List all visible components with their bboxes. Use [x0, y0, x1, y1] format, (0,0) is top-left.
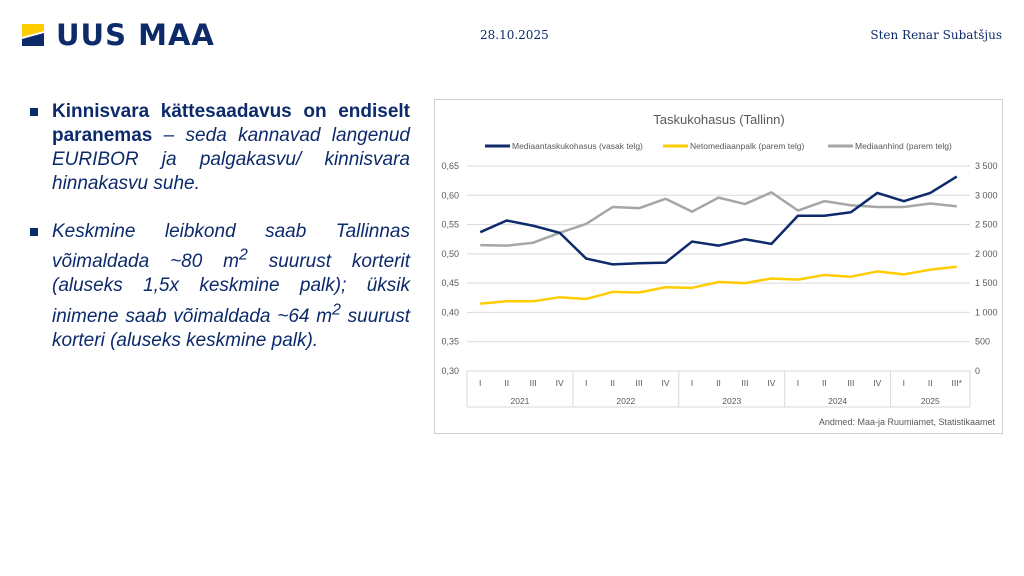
- x-axis-tick: III: [636, 378, 643, 388]
- bullet-text: suurust korterit (aluseks 1,5x keskmine …: [52, 251, 410, 327]
- chart-source: Andmed: Maa-ja Ruumiamet, Statistikaamet: [819, 417, 996, 427]
- bullet-text: Keskmine leibkond saab Tallinnas võimald…: [52, 221, 410, 273]
- x-axis-tick: III: [530, 378, 537, 388]
- bullet-item: Kinnisvara kättesaadavus on endiselt par…: [30, 100, 410, 196]
- series-line: [479, 175, 958, 266]
- superscript: 2: [332, 301, 341, 319]
- bullet-bold-text: Kinnisvara kättesaadavus on endiselt par…: [52, 101, 410, 146]
- series-line: [480, 265, 957, 305]
- chart-title: Taskukohasus (Tallinn): [653, 112, 785, 127]
- bullet-text: suurust korteri (aluseks keskmine palk).: [52, 305, 410, 351]
- left-axis-tick: 0,30: [441, 366, 459, 376]
- slide-author: Sten Renar Subatšjus: [870, 28, 1002, 42]
- right-axis-tick: 1 000: [975, 307, 998, 317]
- bullet-item: Keskmine leibkond saab Tallinnas võimald…: [30, 220, 410, 353]
- x-axis-tick: III: [847, 378, 854, 388]
- legend-label: Mediaanhind (parem telg): [855, 141, 952, 151]
- chart-svg: Taskukohasus (Tallinn) Mediaantaskukohasu…: [441, 112, 998, 427]
- x-axis-tick: IV: [873, 378, 881, 388]
- right-axis-tick: 0: [975, 366, 980, 376]
- x-axis-tick: I: [797, 378, 799, 388]
- logo-mark-icon: [22, 24, 44, 46]
- left-axis-tick: 0,50: [441, 249, 459, 259]
- left-axis-tick: 0,60: [441, 190, 459, 200]
- x-axis-tick: IV: [767, 378, 775, 388]
- legend-label: Mediaantaskukohasus (vasak telg): [512, 141, 643, 151]
- x-axis-tick: II: [504, 378, 509, 388]
- right-axis-tick: 3 500: [975, 161, 998, 171]
- year-label: 2024: [828, 396, 847, 406]
- left-axis-tick: 0,40: [441, 307, 459, 317]
- x-axis-tick: III*: [952, 378, 963, 388]
- affordability-chart: Taskukohasus (Tallinn) Mediaantaskukohasu…: [434, 99, 1003, 434]
- left-axis-tick: 0,35: [441, 337, 459, 347]
- right-axis-tick: 2 500: [975, 220, 998, 230]
- x-axis-tick: IV: [556, 378, 564, 388]
- x-axis-tick: IV: [662, 378, 670, 388]
- bullet-icon: [30, 108, 38, 116]
- left-axis-tick: 0,45: [441, 278, 459, 288]
- bullet-icon: [30, 228, 38, 236]
- logo: UUS MAA: [22, 18, 215, 52]
- left-axis-tick: 0,65: [441, 161, 459, 171]
- x-axis-tick: I: [903, 378, 905, 388]
- year-label: 2022: [616, 396, 635, 406]
- x-axis-tick: I: [479, 378, 481, 388]
- series-line: [480, 191, 957, 247]
- right-axis-tick: 3 000: [975, 190, 998, 200]
- x-axis-tick: III: [741, 378, 748, 388]
- right-axis-tick: 1 500: [975, 278, 998, 288]
- left-axis-tick: 0,55: [441, 220, 459, 230]
- x-axis-tick: II: [610, 378, 615, 388]
- logo-text: UUS MAA: [56, 18, 215, 52]
- x-axis-tick: I: [691, 378, 693, 388]
- superscript: 2: [239, 247, 248, 264]
- slide-date: 28.10.2025: [480, 28, 549, 42]
- year-label: 2023: [722, 396, 741, 406]
- bullet-list: Kinnisvara kättesaadavus on endiselt par…: [30, 100, 410, 377]
- right-axis-tick: 2 000: [975, 249, 998, 259]
- legend-label: Netomediaanpalk (parem telg): [690, 141, 805, 151]
- x-axis-tick: II: [716, 378, 721, 388]
- year-label: 2025: [921, 396, 940, 406]
- year-label: 2021: [510, 396, 529, 406]
- x-axis-tick: I: [585, 378, 587, 388]
- bullet-italic-text: – seda kannavad langenud EURIBOR ja palg…: [52, 125, 410, 194]
- x-axis-tick: II: [822, 378, 827, 388]
- x-axis-tick: II: [928, 378, 933, 388]
- right-axis-tick: 500: [975, 337, 990, 347]
